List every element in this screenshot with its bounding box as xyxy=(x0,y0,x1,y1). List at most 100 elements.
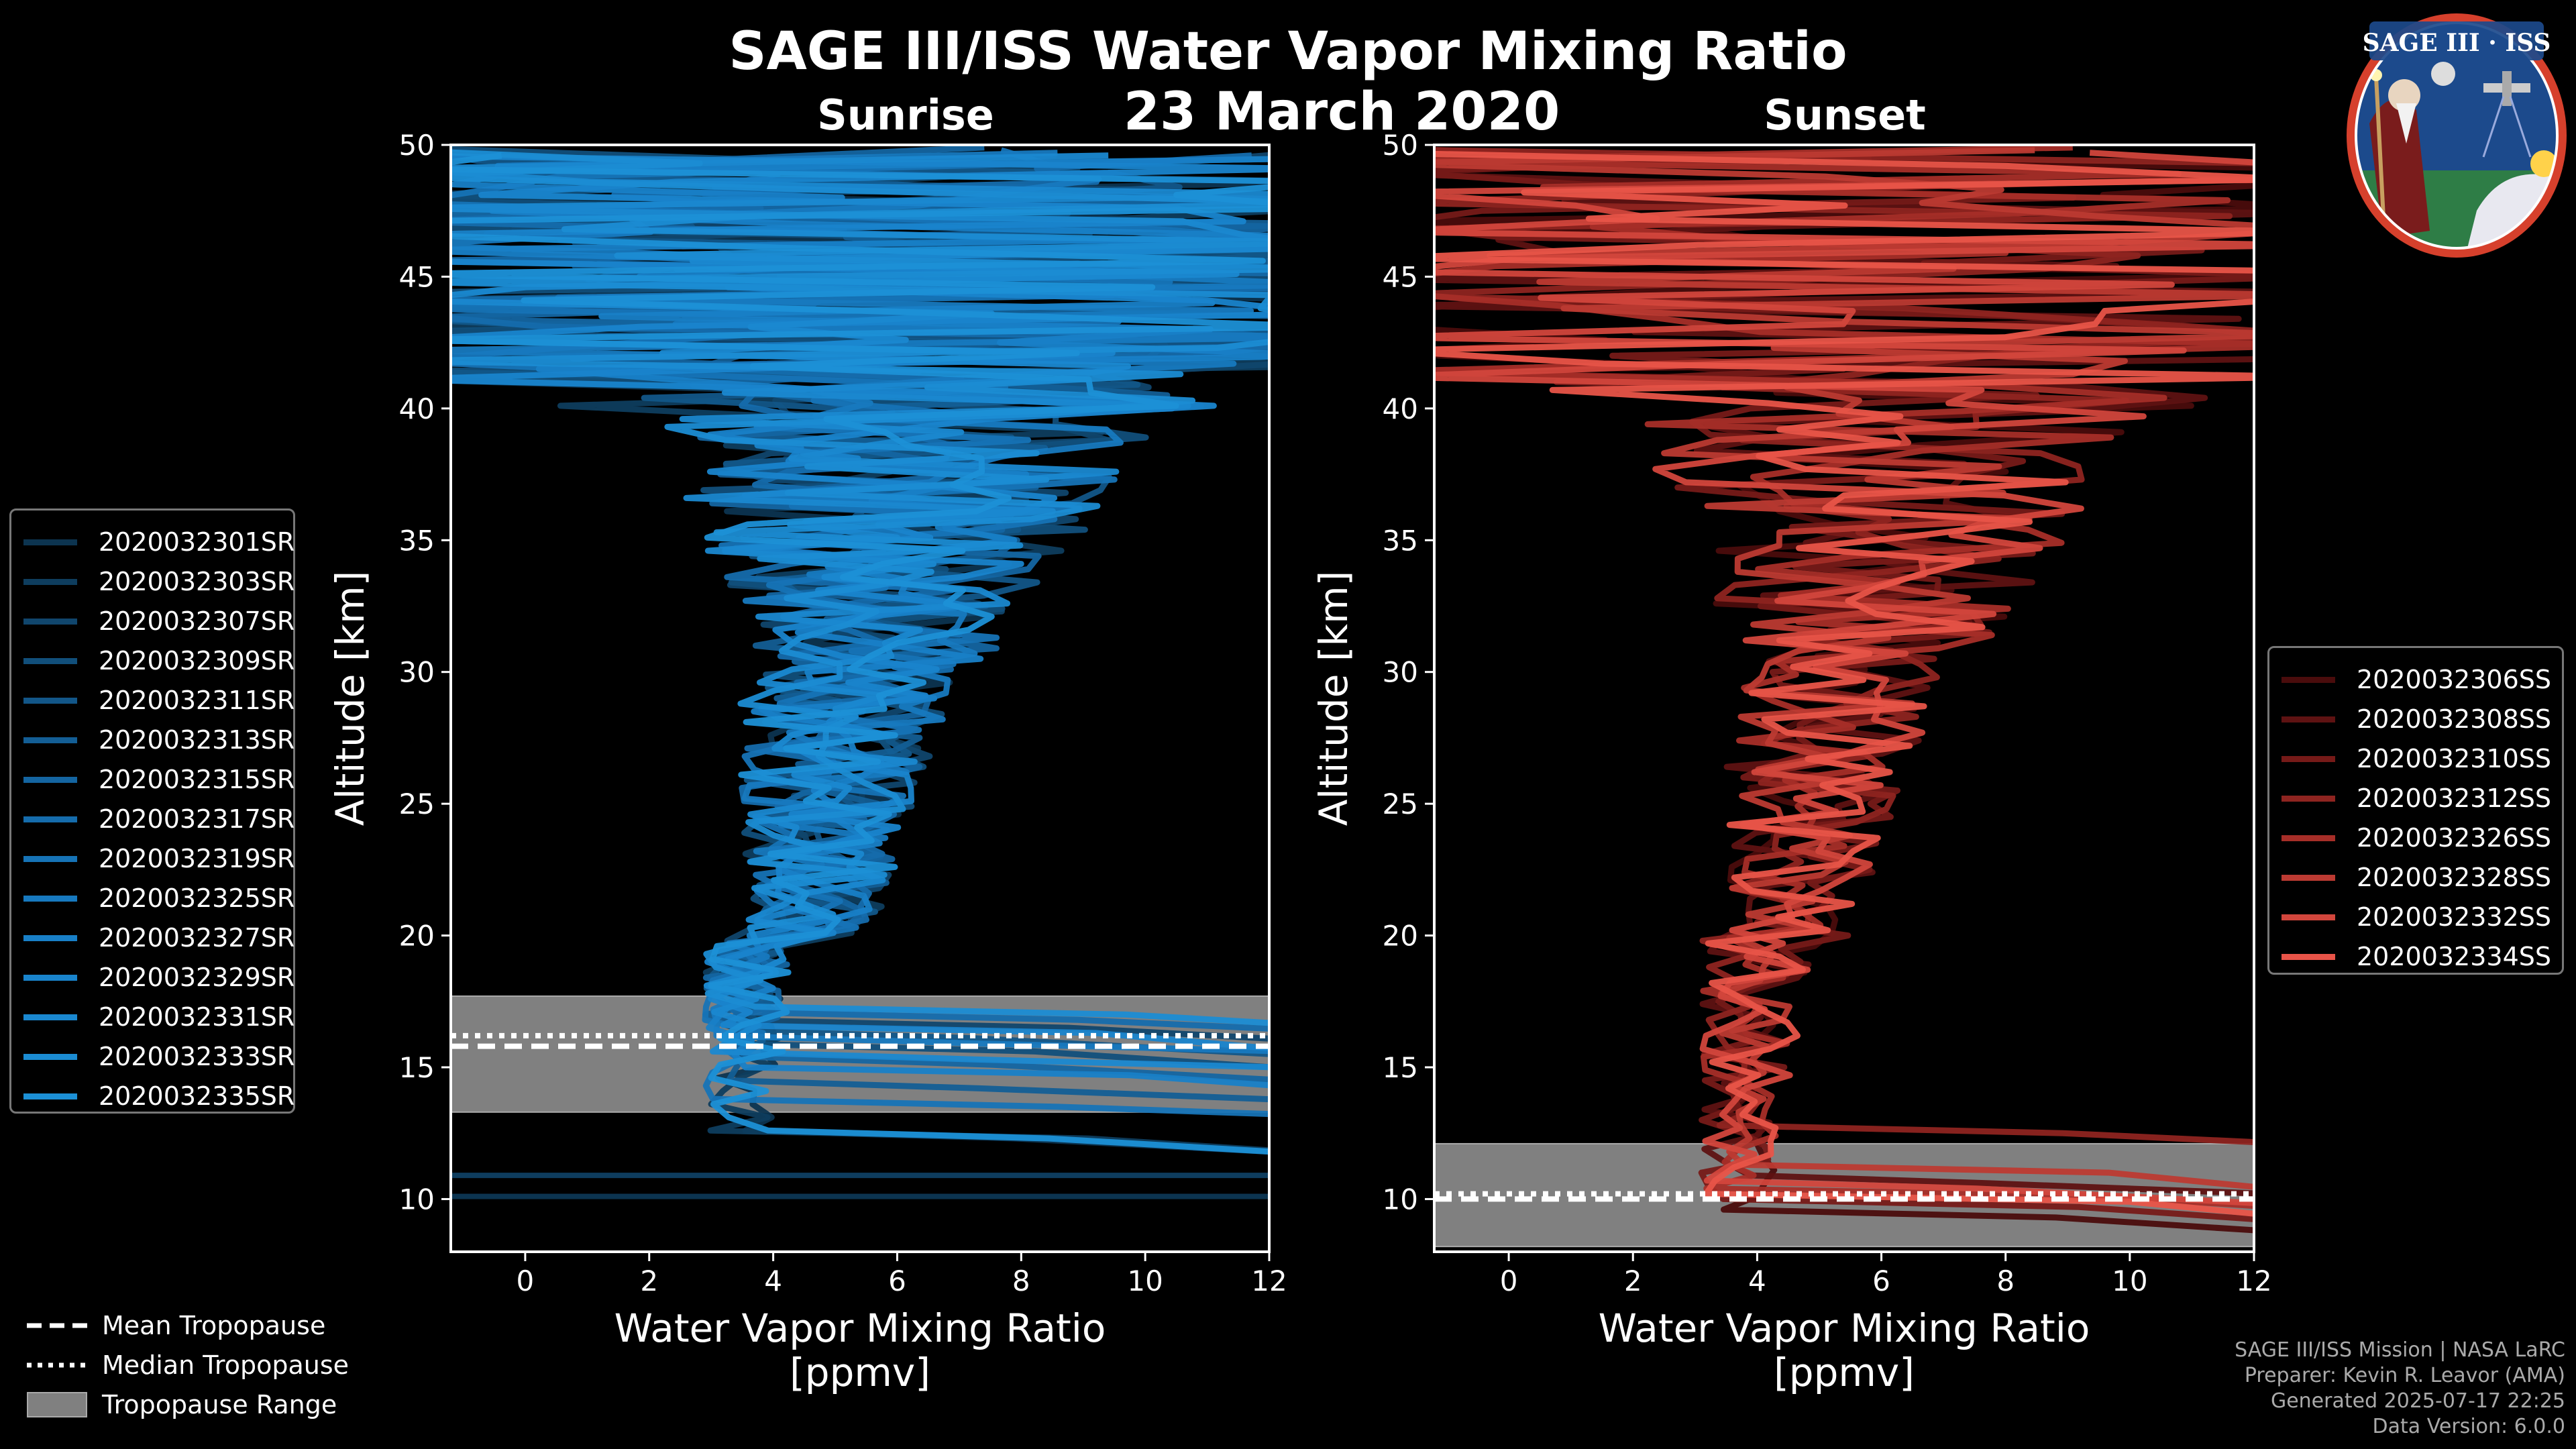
legend-swatch xyxy=(23,578,77,585)
legend-swatch xyxy=(23,618,77,625)
x-tick-label-2: 2 xyxy=(1624,1265,1642,1297)
legend-item-2020032332SS: 2020032332SS xyxy=(2269,898,2551,936)
main-title: SAGE III/ISS Water Vapor Mixing Ratio xyxy=(729,21,1847,82)
legend-label: 2020032309SR xyxy=(99,646,295,676)
y-tick-label-45: 45 xyxy=(399,260,435,293)
legend-label: 2020032329SR xyxy=(99,963,295,992)
legend-mean-tropopause: Mean Tropopause xyxy=(27,1311,325,1340)
y-tick-label-25: 25 xyxy=(1383,788,1418,820)
y-tick-label-45: 45 xyxy=(1383,260,1418,293)
legend-item-2020032309SR: 2020032309SR xyxy=(11,641,294,680)
legend-item-2020032317SR: 2020032317SR xyxy=(11,800,294,839)
axes-frame xyxy=(1433,144,2255,1253)
legend-swatch xyxy=(23,539,77,545)
legend-swatch xyxy=(23,697,77,704)
y-axis-label: Altitude [km] xyxy=(327,571,373,826)
legend-label: 2020032306SS xyxy=(2357,665,2552,694)
legend-swatch xyxy=(23,1093,77,1099)
legend-label: 2020032307SR xyxy=(99,606,295,636)
credits-line-3: Generated 2025-07-17 22:25 xyxy=(2270,1389,2565,1413)
y-tick-label-30: 30 xyxy=(1383,656,1418,689)
legend-median-tropopause: Median Tropopause xyxy=(27,1350,349,1380)
legend-label: 2020032325SR xyxy=(99,883,295,913)
legend-swatch xyxy=(23,1053,77,1060)
legend-item-2020032315SR: 2020032315SR xyxy=(11,760,294,799)
credits-line-1: SAGE III/ISS Mission | NASA LaRC xyxy=(2235,1338,2565,1362)
y-tick-label-35: 35 xyxy=(399,524,435,557)
legend-item-2020032333SR: 2020032333SR xyxy=(11,1037,294,1076)
x-tick-label-10: 10 xyxy=(2112,1265,2147,1297)
legend-swatch xyxy=(23,816,77,822)
x-axis-label-line-2: [ppmv] xyxy=(790,1350,930,1395)
sunrise-legend: 2020032301SR 2020032303SR 2020032307SR 2020… xyxy=(9,508,295,1114)
legend-item-2020032312SS: 2020032312SS xyxy=(2269,779,2551,818)
badge-name: SAGE III · ISS xyxy=(2363,29,2551,57)
legend-swatch xyxy=(23,895,77,902)
sunset-plot: 0 2 4 6 8 10 12 10 15 20 25 30 35 40 45 50 Water Vapor M… xyxy=(1311,129,2272,1395)
median-tropopause-swatch xyxy=(27,1362,87,1368)
mean-tropopause-swatch xyxy=(27,1323,87,1328)
credits-line-2: Preparer: Kevin R. Leavor (AMA) xyxy=(2244,1364,2565,1387)
y-tick-label-40: 40 xyxy=(399,392,435,425)
y-tick-label-15: 15 xyxy=(399,1051,435,1084)
x-tick-label-6: 6 xyxy=(1872,1265,1890,1297)
legend-label: 2020032319SR xyxy=(99,844,295,873)
y-tick-label-50: 50 xyxy=(1383,129,1418,162)
badge-emblem-icon: SAGE III · ISS xyxy=(2347,13,2567,258)
legend-item-2020032303SR: 2020032303SR xyxy=(11,562,294,601)
x-tick-label-8: 8 xyxy=(1012,1265,1030,1297)
legend-label: 2020032301SR xyxy=(99,527,295,557)
legend-swatch xyxy=(23,855,77,862)
y-tick-label-15: 15 xyxy=(1383,1051,1418,1084)
x-axis-label-line-2: [ppmv] xyxy=(1774,1350,1915,1395)
legend-swatch xyxy=(2282,835,2335,841)
profile-2020032335SR xyxy=(451,152,1269,1155)
legend-swatch xyxy=(23,657,77,664)
x-axis-label-line-1: Water Vapor Mixing Ratio xyxy=(614,1305,1106,1351)
legend-label: 2020032327SR xyxy=(99,923,295,953)
legend-swatch xyxy=(2282,874,2335,881)
y-tick-label-20: 20 xyxy=(1383,920,1418,953)
profile-2020032332SS xyxy=(1434,150,2254,1206)
x-tick-label-0: 0 xyxy=(1500,1265,1518,1297)
legend-label: 2020032334SS xyxy=(2357,942,2552,971)
sunset-legend: 2020032306SS 2020032308SS 2020032310SS 2020… xyxy=(2267,646,2564,975)
axes-frame xyxy=(449,144,1271,1253)
median-tropopause-label: Median Tropopause xyxy=(102,1350,349,1380)
legend-label: 2020032326SS xyxy=(2357,823,2552,853)
sunrise-panel-title: Sunrise xyxy=(817,91,994,140)
credits-line-4: Data Version: 6.0.0 xyxy=(2372,1415,2565,1438)
x-tick-label-4: 4 xyxy=(764,1265,782,1297)
y-tick-label-10: 10 xyxy=(399,1183,435,1216)
legend-label: 2020032312SS xyxy=(2357,784,2552,813)
legend-swatch xyxy=(23,1014,77,1020)
legend-item-2020032310SS: 2020032310SS xyxy=(2269,739,2551,778)
tropopause-range-swatch xyxy=(27,1392,87,1417)
legend-swatch xyxy=(2282,953,2335,960)
y-tick-label-20: 20 xyxy=(399,920,435,953)
legend-label: 2020032308SS xyxy=(2357,704,2552,734)
sunset-panel-title: Sunset xyxy=(1764,91,1926,140)
legend-item-2020032307SR: 2020032307SR xyxy=(11,602,294,641)
legend-swatch xyxy=(23,776,77,783)
legend-item-2020032328SS: 2020032328SS xyxy=(2269,858,2551,897)
legend-label: 2020032315SR xyxy=(99,765,295,794)
legend-label: 2020032303SR xyxy=(99,567,295,596)
legend-item-2020032301SR: 2020032301SR xyxy=(11,523,294,561)
legend-tropopause-range: Tropopause Range xyxy=(27,1390,337,1419)
x-tick-label-4: 4 xyxy=(1748,1265,1766,1297)
legend-swatch xyxy=(2282,795,2335,802)
legend-swatch xyxy=(2282,716,2335,722)
legend-item-2020032334SS: 2020032334SS xyxy=(2269,937,2551,976)
sage-iii-iss-badge: SAGE III · ISS xyxy=(2343,9,2571,258)
y-tick-label-25: 25 xyxy=(399,788,435,820)
legend-item-2020032311SR: 2020032311SR xyxy=(11,681,294,720)
legend-item-2020032327SR: 2020032327SR xyxy=(11,918,294,957)
y-tick-label-35: 35 xyxy=(1383,524,1418,557)
legend-swatch xyxy=(23,737,77,743)
x-axis-label-line-1: Water Vapor Mixing Ratio xyxy=(1599,1305,2090,1351)
mean-tropopause-label: Mean Tropopause xyxy=(102,1311,326,1340)
x-tick-label-8: 8 xyxy=(1996,1265,2015,1297)
